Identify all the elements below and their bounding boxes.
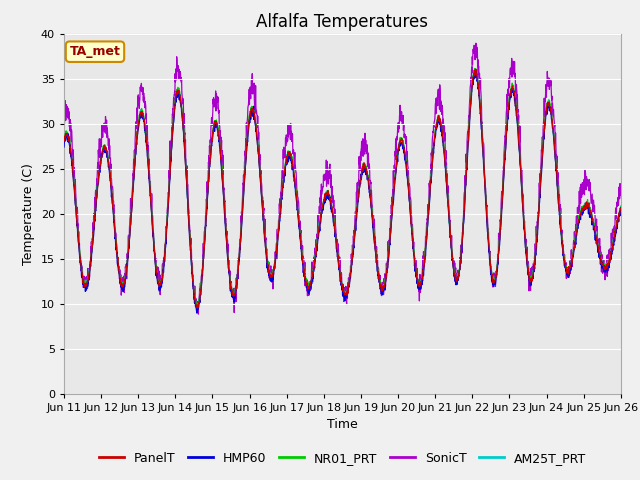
AM25T_PRT (60, 136, 68, 142)
Y-axis label: Temperature (C): Temperature (C) (22, 163, 35, 264)
AM25T_PRT (371, 239, 379, 244)
PanelT (505, 105, 513, 111)
HMP60 (359, 167, 367, 172)
PanelT (371, 239, 379, 245)
PanelT (568, 256, 576, 262)
NR01_PRT (505, 103, 513, 109)
Line: SonicT: SonicT (64, 43, 621, 314)
NR01_PRT (60, 138, 68, 144)
NR01_PRT (471, 66, 479, 72)
AM25T_PRT (505, 105, 513, 110)
SonicT (617, 188, 625, 193)
NR01_PRT (568, 256, 576, 262)
SonicT (472, 40, 480, 46)
AM25T_PRT (359, 165, 367, 171)
HMP60 (216, 143, 223, 149)
NR01_PRT (371, 240, 379, 245)
HMP60 (584, 204, 591, 210)
Line: PanelT: PanelT (64, 69, 621, 308)
Line: NR01_PRT: NR01_PRT (64, 69, 621, 308)
AM25T_PRT (193, 303, 201, 309)
HMP60 (371, 238, 379, 244)
NR01_PRT (193, 305, 200, 311)
X-axis label: Time: Time (327, 418, 358, 431)
Legend: PanelT, HMP60, NR01_PRT, SonicT, AM25T_PRT: PanelT, HMP60, NR01_PRT, SonicT, AM25T_P… (93, 447, 591, 469)
AM25T_PRT (617, 203, 625, 209)
HMP60 (568, 260, 576, 265)
NR01_PRT (359, 166, 367, 172)
Line: AM25T_PRT: AM25T_PRT (64, 69, 621, 306)
NR01_PRT (584, 197, 591, 203)
AM25T_PRT (216, 140, 223, 145)
HMP60 (505, 107, 513, 113)
SonicT (359, 136, 367, 142)
SonicT (584, 180, 591, 185)
Title: Alfalfa Temperatures: Alfalfa Temperatures (257, 12, 428, 31)
SonicT (60, 114, 68, 120)
HMP60 (193, 310, 201, 316)
SonicT (195, 311, 202, 317)
SonicT (371, 226, 379, 232)
SonicT (216, 123, 223, 129)
NR01_PRT (617, 204, 625, 210)
AM25T_PRT (568, 256, 576, 262)
NR01_PRT (216, 136, 223, 142)
HMP60 (617, 209, 625, 215)
HMP60 (60, 144, 68, 150)
PanelT (472, 66, 480, 72)
PanelT (60, 139, 68, 144)
SonicT (505, 86, 513, 92)
Line: HMP60: HMP60 (64, 71, 621, 313)
PanelT (359, 165, 367, 170)
PanelT (193, 305, 201, 311)
AM25T_PRT (584, 200, 591, 206)
SonicT (568, 264, 576, 269)
HMP60 (472, 68, 480, 73)
PanelT (617, 205, 625, 211)
Text: TA_met: TA_met (70, 45, 120, 58)
AM25T_PRT (472, 66, 479, 72)
PanelT (216, 137, 223, 143)
PanelT (584, 201, 591, 207)
